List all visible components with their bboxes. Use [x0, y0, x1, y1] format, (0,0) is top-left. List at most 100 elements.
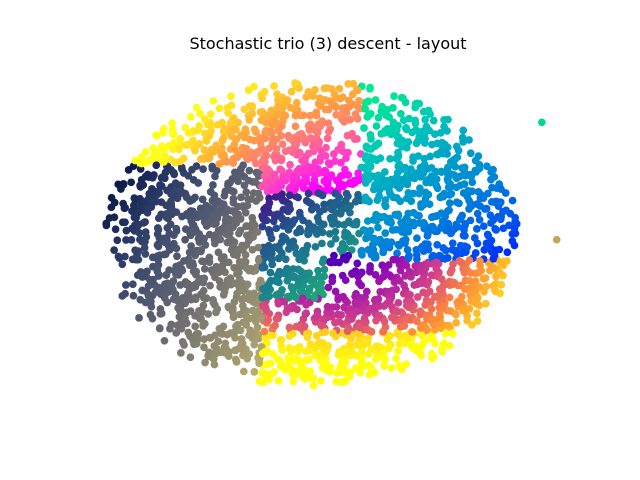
data-point — [245, 176, 253, 185]
data-point — [315, 225, 324, 234]
data-point — [176, 157, 185, 166]
data-point — [512, 219, 521, 228]
data-point — [466, 291, 475, 299]
data-point — [153, 241, 162, 249]
data-point — [252, 197, 260, 205]
data-point — [281, 255, 290, 264]
data-point — [266, 268, 275, 277]
data-point — [317, 357, 326, 365]
data-point — [221, 125, 229, 134]
data-point — [276, 165, 284, 174]
data-point — [412, 317, 421, 325]
data-point — [244, 195, 252, 204]
data-point — [342, 230, 351, 238]
data-point — [281, 365, 289, 374]
data-point — [113, 236, 122, 245]
data-point — [231, 346, 239, 355]
data-point — [148, 185, 156, 193]
data-point — [435, 309, 444, 318]
data-point — [197, 246, 206, 255]
data-point — [417, 331, 426, 340]
data-point — [210, 360, 219, 369]
data-point — [240, 243, 248, 251]
data-point — [374, 139, 383, 148]
data-point — [450, 279, 459, 288]
data-point — [370, 296, 379, 305]
data-point — [460, 180, 469, 188]
data-point — [511, 213, 520, 222]
data-point — [379, 349, 388, 357]
data-point — [283, 216, 292, 225]
data-point — [415, 133, 423, 142]
data-point — [481, 274, 490, 283]
data-point — [303, 241, 312, 250]
data-point — [168, 128, 177, 137]
data-point — [462, 247, 470, 256]
data-point — [192, 293, 200, 302]
data-point — [267, 331, 276, 340]
data-point — [199, 154, 208, 162]
data-point — [314, 120, 323, 128]
data-point — [318, 258, 327, 267]
data-point — [301, 310, 310, 318]
data-point — [408, 328, 417, 336]
data-point — [447, 170, 456, 179]
data-point — [330, 251, 338, 260]
data-point — [110, 213, 119, 222]
data-point — [287, 183, 295, 191]
data-point — [332, 377, 341, 386]
data-point — [185, 248, 194, 257]
data-point — [181, 314, 189, 323]
data-point — [345, 96, 353, 105]
data-point — [320, 272, 329, 281]
data-point — [356, 368, 365, 377]
data-point — [175, 262, 184, 271]
data-point — [483, 230, 492, 239]
data-point — [340, 303, 348, 312]
data-point — [351, 298, 360, 307]
data-point — [420, 154, 429, 163]
data-point — [448, 245, 457, 254]
data-point — [176, 134, 185, 143]
data-point — [193, 126, 202, 135]
data-point — [436, 129, 445, 137]
data-point — [460, 268, 469, 277]
data-point — [236, 215, 245, 223]
data-point — [371, 96, 380, 104]
data-point — [367, 368, 376, 377]
data-point — [385, 214, 393, 223]
data-point — [140, 243, 149, 252]
data-point — [386, 154, 394, 163]
data-point — [425, 126, 434, 135]
data-point — [427, 271, 436, 280]
data-point — [405, 267, 414, 276]
data-point — [233, 153, 242, 162]
data-point — [290, 216, 299, 224]
data-point — [430, 259, 439, 268]
data-point — [323, 134, 332, 143]
data-point — [301, 347, 310, 356]
data-point — [484, 189, 492, 198]
data-point — [393, 194, 401, 202]
data-point — [192, 267, 201, 276]
data-point — [228, 207, 237, 215]
data-point — [208, 164, 217, 173]
data-point — [291, 172, 300, 180]
data-point — [296, 148, 304, 157]
data-point — [460, 226, 468, 234]
data-point — [184, 171, 193, 180]
data-point — [324, 159, 333, 167]
data-point — [472, 168, 480, 176]
data-point — [231, 355, 240, 364]
data-point — [372, 355, 380, 364]
data-point — [449, 260, 457, 268]
data-point — [217, 199, 225, 208]
data-point — [456, 241, 465, 250]
data-point — [248, 102, 257, 111]
data-point — [154, 187, 163, 195]
data-point — [452, 198, 461, 207]
data-point — [111, 225, 120, 234]
data-point — [345, 218, 354, 227]
data-point — [459, 189, 468, 197]
data-point — [388, 226, 397, 234]
